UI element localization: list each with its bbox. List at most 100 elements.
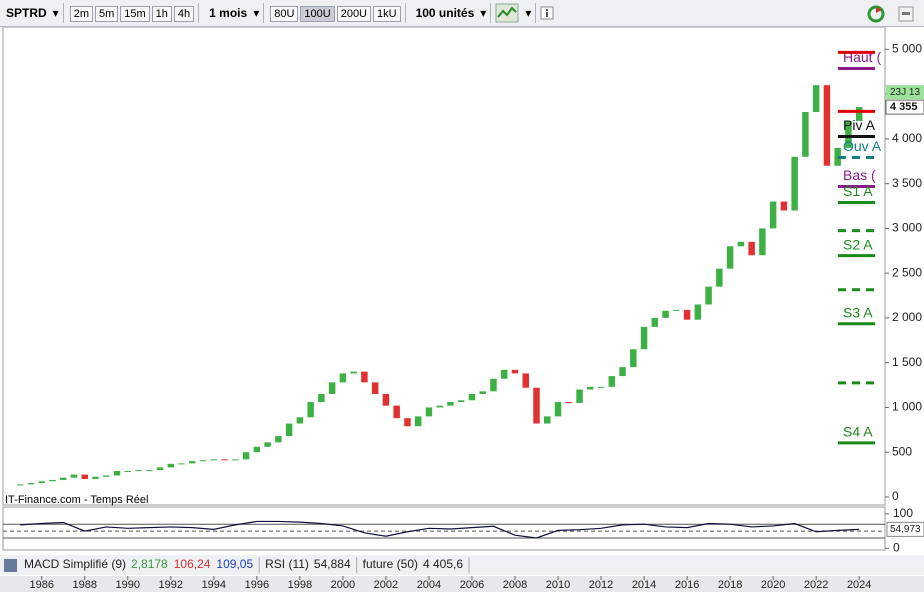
candle	[60, 477, 67, 480]
units-select[interactable]: 100 unités	[415, 6, 475, 20]
symbol-select[interactable]: SPTRD	[6, 6, 47, 20]
indicator-value: 54,884	[314, 557, 351, 571]
candle	[92, 476, 99, 480]
y-tick-label: 3 000	[892, 221, 922, 235]
candle	[350, 371, 357, 374]
candle	[253, 446, 261, 453]
x-tick-label: 2020	[761, 579, 785, 591]
candle	[630, 349, 637, 368]
x-tick-label: 2002	[374, 579, 398, 591]
candle	[769, 201, 777, 229]
info-button[interactable]	[540, 6, 554, 20]
candle	[780, 201, 788, 211]
indicator-value: 2,8178	[131, 557, 168, 571]
timeframe-button[interactable]: 1h	[151, 6, 172, 22]
unit-button[interactable]: 200U	[336, 6, 371, 22]
settings-button[interactable]	[898, 6, 914, 22]
candle	[328, 382, 336, 395]
candle	[296, 417, 304, 424]
candle	[490, 378, 497, 392]
separator	[490, 3, 492, 23]
indicator-icon	[4, 559, 17, 572]
rsi-tick-label: 100	[893, 506, 913, 520]
candle	[199, 460, 207, 462]
candle	[414, 416, 422, 427]
candle	[103, 475, 110, 477]
unit-button[interactable]: 80U	[270, 6, 299, 22]
x-tick-label: 2024	[847, 579, 871, 591]
candle	[845, 120, 852, 148]
candle	[242, 452, 250, 460]
candle	[694, 304, 702, 320]
pivot-label: S3 A	[843, 304, 873, 320]
candle	[232, 459, 239, 461]
x-tick-label: 2010	[546, 579, 570, 591]
candle	[361, 371, 368, 383]
x-tick-label: 1990	[116, 579, 140, 591]
candle	[791, 156, 798, 211]
y-tick-label: 1 500	[892, 355, 922, 369]
candle	[146, 470, 153, 472]
last-time-tag	[886, 85, 924, 100]
candle	[135, 470, 142, 472]
candle	[608, 376, 616, 387]
unit-button[interactable]: 100U	[300, 6, 335, 22]
candle	[70, 474, 78, 478]
candle	[705, 286, 712, 305]
y-tick-label: 3 500	[892, 176, 922, 190]
timeframe-button[interactable]: 5m	[94, 6, 119, 22]
candle	[27, 483, 35, 485]
last-price-label: 4 355	[890, 101, 918, 113]
chart: IT-Finance.com - Temps Réel 0 500 1 000 1 5…	[0, 27, 924, 592]
price-panel	[2, 27, 886, 506]
candle	[533, 387, 540, 424]
x-tick-label: 1998	[288, 579, 312, 591]
dropdown-arrow: ▾	[253, 6, 260, 20]
candle	[436, 405, 443, 408]
chart-type-button[interactable]	[495, 3, 519, 23]
unit-button[interactable]: 1kU	[373, 6, 401, 22]
candle	[382, 394, 390, 406]
pivot-label: S2 A	[843, 236, 873, 252]
indicator-bar	[0, 555, 924, 575]
candle	[210, 459, 218, 461]
candle	[812, 85, 820, 113]
y-tick-label: 1 000	[892, 400, 922, 414]
candle	[511, 369, 519, 374]
candle	[823, 85, 831, 166]
pivot-label: Bas (	[843, 167, 876, 183]
candle	[651, 317, 659, 327]
candle	[457, 400, 465, 403]
candle	[683, 309, 691, 320]
timeframe-button[interactable]: 4h	[173, 6, 195, 22]
indicator-name: MACD Simplifié (9)	[24, 557, 126, 571]
candle	[189, 461, 196, 464]
y-tick-label: 5 000	[892, 42, 922, 56]
x-tick-label: 2000	[331, 579, 355, 591]
candle	[576, 389, 583, 403]
candle	[855, 107, 863, 121]
timeframe-button[interactable]: 15m	[120, 6, 150, 22]
x-tick-label: 1992	[159, 579, 183, 591]
timeframe-button[interactable]: 2m	[69, 6, 93, 22]
x-tick-label: 2006	[460, 579, 484, 591]
refresh-button[interactable]	[866, 4, 886, 24]
candle	[221, 459, 228, 461]
dropdown-arrow: ▾	[52, 6, 59, 20]
x-tick-label: 2014	[632, 579, 656, 591]
separator	[404, 3, 406, 23]
y-tick-label: 2 000	[892, 310, 922, 324]
pivot-label: Ouv A	[843, 138, 882, 154]
pivot-label: Piv A	[843, 117, 876, 133]
last-price-tag	[885, 99, 924, 115]
candle	[726, 246, 734, 269]
period-select[interactable]: 1 mois	[209, 6, 248, 20]
separator	[535, 3, 537, 23]
dropdown-arrow[interactable]: ▾	[525, 6, 532, 20]
rsi-tick-label: 0	[893, 540, 900, 554]
pivot-label: S4 A	[843, 424, 873, 440]
x-tick-label: 1994	[202, 579, 226, 591]
candle	[113, 470, 121, 476]
candle	[597, 386, 605, 388]
